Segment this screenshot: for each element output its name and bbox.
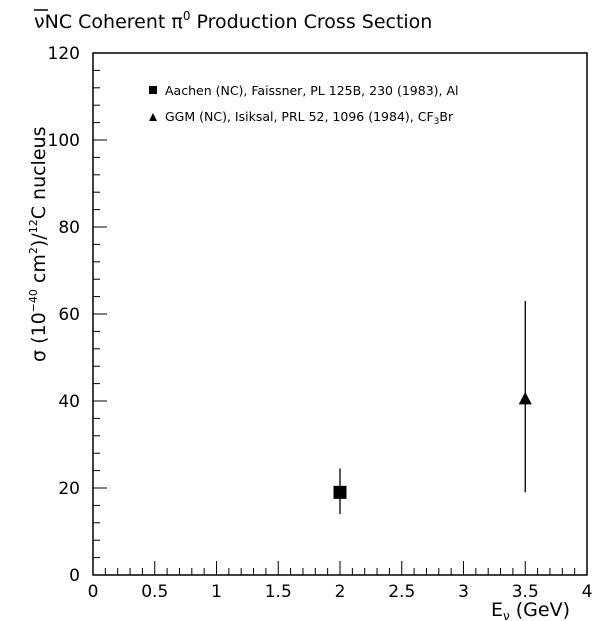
legend-label-ggm: GGM (NC), Isiksal, PRL 52, 1096 (1984), … (165, 109, 454, 127)
chart-title: νNC Coherent π0 Production Cross Section (34, 9, 432, 33)
y-axis-tick-labels: 0 20 40 60 80 100 120 (48, 44, 80, 586)
x-tick-label: 0 (88, 582, 99, 602)
data-point-ggm (518, 391, 532, 405)
y-axis-title-part3: )/ (28, 233, 50, 247)
x-axis-title-unit: (GeV) (510, 599, 570, 621)
x-tick-label: 3.5 (512, 582, 539, 602)
x-axis-title-sub: ν (503, 609, 510, 621)
x-tick-label: 2.5 (388, 582, 415, 602)
x-axis-title-main: E (491, 599, 503, 621)
title-nu: ν (34, 11, 45, 33)
y-tick-label: 60 (58, 305, 80, 325)
x-tick-label: 1 (211, 582, 222, 602)
legend-label-ggm-sub: 3 (434, 117, 440, 127)
y-axis-title-part1: σ (10 (28, 312, 50, 362)
x-tick-label: 2 (335, 582, 346, 602)
y-axis-title-exp2: 2 (27, 247, 40, 254)
title-suffix: Production Cross Section (190, 11, 432, 33)
legend-label-aachen: Aachen (NC), Faissner, PL 125B, 230 (198… (165, 83, 459, 98)
legend-label-ggm-main: GGM (NC), Isiksal, PRL 52, 1096 (1984), … (165, 109, 434, 124)
y-axis-ticks (93, 52, 107, 576)
y-tick-label: 120 (48, 44, 80, 64)
y-axis-title-part4: C nucleus (28, 127, 50, 220)
y-axis-title-part2: cm (28, 254, 50, 289)
data-point-aachen (333, 485, 347, 499)
data-points (333, 300, 532, 515)
x-tick-label: 0.5 (141, 582, 168, 602)
legend-marker-square (149, 86, 157, 94)
y-tick-label: 0 (69, 566, 80, 586)
x-axis-title: Eν (GeV) (491, 599, 570, 621)
y-tick-label: 20 (58, 479, 80, 499)
y-axis-title-exp1: −40 (27, 289, 40, 312)
x-tick-label: 1.5 (265, 582, 292, 602)
legend: Aachen (NC), Faissner, PL 125B, 230 (198… (149, 83, 459, 127)
y-tick-label: 80 (58, 218, 80, 238)
x-tick-label: 4 (582, 582, 593, 602)
title-sup: 0 (183, 9, 191, 23)
y-tick-label: 40 (58, 392, 80, 412)
y-tick-label: 100 (48, 131, 80, 151)
x-tick-label: 3 (458, 582, 469, 602)
x-axis-ticks (92, 561, 588, 575)
title-main: NC Coherent π (45, 11, 183, 33)
y-axis-title-exp3: 12 (27, 219, 40, 233)
x-axis-tick-labels: 0 0.5 1 1.5 2 2.5 3 3.5 4 (88, 582, 593, 602)
legend-label-ggm-tail: Br (439, 109, 454, 124)
legend-marker-triangle (149, 113, 157, 121)
y-axis-title: σ (10−40 cm2)/12C nucleus (27, 127, 50, 362)
